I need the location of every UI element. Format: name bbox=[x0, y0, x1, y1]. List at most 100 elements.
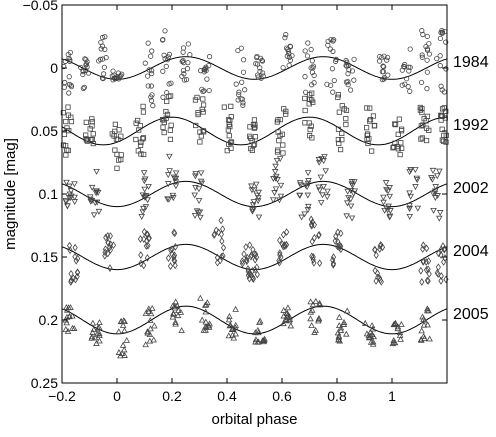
data-point bbox=[406, 206, 413, 213]
data-point bbox=[276, 197, 283, 204]
data-point bbox=[308, 123, 314, 129]
data-point bbox=[178, 327, 185, 334]
data-point bbox=[443, 108, 449, 114]
data-point bbox=[280, 307, 287, 313]
data-point bbox=[303, 184, 311, 191]
data-point bbox=[84, 138, 91, 144]
data-point bbox=[318, 156, 325, 162]
data-point bbox=[167, 127, 173, 133]
data-point bbox=[141, 228, 147, 236]
data-point bbox=[165, 54, 172, 60]
data-point bbox=[277, 193, 285, 200]
data-point bbox=[334, 242, 341, 251]
data-point bbox=[395, 131, 401, 137]
data-point bbox=[148, 98, 155, 104]
data-point bbox=[430, 207, 437, 214]
data-point bbox=[64, 125, 70, 131]
data-point bbox=[147, 317, 154, 323]
data-point bbox=[160, 36, 166, 43]
data-point bbox=[149, 68, 155, 74]
data-point bbox=[284, 304, 292, 311]
data-point bbox=[347, 187, 355, 194]
data-point bbox=[343, 57, 349, 64]
data-point bbox=[63, 313, 71, 320]
data-point bbox=[164, 196, 171, 203]
data-point bbox=[141, 235, 147, 243]
data-point bbox=[337, 327, 345, 333]
data-point bbox=[225, 316, 233, 323]
data-point bbox=[172, 320, 179, 327]
data-point bbox=[385, 72, 391, 78]
data-point bbox=[259, 337, 266, 344]
data-point bbox=[83, 119, 89, 125]
data-point bbox=[180, 67, 186, 74]
data-point bbox=[308, 215, 314, 224]
data-point bbox=[276, 138, 282, 144]
data-point bbox=[113, 136, 120, 142]
data-point bbox=[423, 137, 430, 144]
data-point bbox=[198, 180, 206, 187]
data-point bbox=[340, 318, 348, 325]
data-point bbox=[310, 253, 316, 261]
data-point bbox=[366, 118, 373, 124]
data-point bbox=[339, 137, 345, 143]
data-point bbox=[401, 63, 407, 69]
data-point bbox=[167, 262, 174, 270]
data-point bbox=[144, 329, 151, 336]
data-point bbox=[284, 228, 290, 236]
data-point bbox=[337, 146, 344, 153]
data-point bbox=[443, 39, 449, 45]
data-point bbox=[92, 188, 100, 195]
data-point bbox=[143, 242, 149, 250]
data-point bbox=[145, 305, 153, 312]
data-point bbox=[424, 321, 431, 328]
data-point bbox=[81, 84, 87, 91]
data-point bbox=[141, 151, 147, 158]
data-point bbox=[218, 216, 224, 225]
data-point bbox=[120, 346, 128, 353]
data-point bbox=[345, 82, 351, 88]
data-point bbox=[146, 67, 152, 73]
data-point bbox=[304, 53, 311, 59]
data-point bbox=[118, 133, 124, 139]
data-point bbox=[330, 48, 336, 55]
data-point bbox=[297, 182, 304, 189]
data-point bbox=[438, 117, 444, 123]
data-point bbox=[382, 180, 390, 187]
model-curve-1984 bbox=[61, 56, 448, 80]
data-point bbox=[248, 145, 254, 152]
data-point bbox=[68, 114, 74, 120]
data-point bbox=[86, 194, 94, 201]
data-point bbox=[183, 77, 190, 83]
data-point bbox=[206, 87, 212, 94]
data-point bbox=[63, 118, 69, 125]
data-point bbox=[85, 70, 92, 76]
data-point bbox=[439, 87, 445, 93]
data-point bbox=[306, 101, 312, 107]
data-point bbox=[284, 45, 290, 51]
data-point bbox=[407, 167, 414, 174]
data-point bbox=[61, 84, 67, 90]
data-point bbox=[286, 62, 292, 68]
data-point bbox=[225, 332, 233, 339]
data-point bbox=[164, 111, 171, 118]
data-point bbox=[335, 228, 341, 237]
data-point bbox=[285, 46, 291, 52]
data-point bbox=[141, 176, 149, 183]
data-point bbox=[165, 181, 172, 188]
data-point bbox=[327, 46, 333, 52]
data-point bbox=[71, 181, 78, 188]
data-point bbox=[95, 329, 103, 336]
data-point bbox=[283, 241, 289, 249]
data-point bbox=[75, 268, 81, 277]
data-point bbox=[252, 122, 258, 128]
data-point bbox=[436, 210, 444, 216]
data-point bbox=[270, 176, 277, 182]
data-point bbox=[195, 111, 201, 118]
data-point bbox=[426, 270, 432, 278]
data-point bbox=[305, 40, 311, 46]
data-point bbox=[312, 327, 319, 333]
data-point bbox=[197, 170, 205, 177]
data-point bbox=[101, 64, 107, 70]
data-point bbox=[62, 325, 70, 332]
